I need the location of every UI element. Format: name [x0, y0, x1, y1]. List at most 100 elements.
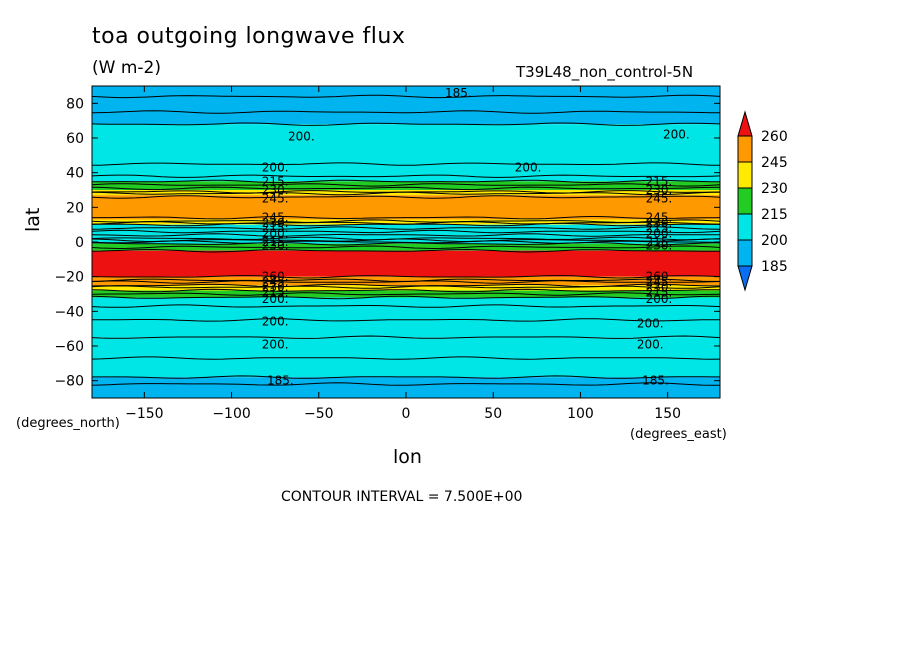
x-tick-label: −50 — [304, 406, 334, 422]
colorbar-label: 230 — [761, 181, 788, 197]
colorbar-swatch — [737, 135, 753, 163]
colorbar-swatch — [737, 213, 753, 241]
chart-title: toa outgoing longwave flux — [92, 24, 406, 49]
contour-label: 230. — [646, 280, 673, 294]
contour-label: 200. — [663, 128, 690, 142]
axis-ticks: −150 −100 −50 0 50 100 150 −80 −60 −40 −20 0 20 40 60 8… — [54, 86, 720, 422]
contour-label: 215. — [262, 235, 289, 249]
contour-label: 230. — [646, 183, 673, 197]
y-tick-label: −80 — [54, 374, 84, 390]
contour-label: 200. — [515, 160, 542, 174]
y-tick-label: −60 — [54, 339, 84, 355]
contour-label: 260. — [646, 270, 673, 284]
contour-lines — [91, 94, 721, 386]
x-tick-label: 0 — [402, 406, 411, 422]
colorbar-label: 200 — [761, 233, 788, 249]
contour-band — [92, 377, 720, 398]
contour-line — [91, 382, 721, 386]
x-tick-label: 150 — [654, 406, 681, 422]
contour-band — [92, 337, 720, 378]
contour-band — [92, 124, 720, 164]
contour-line — [91, 233, 720, 237]
x-tick-label: −150 — [125, 406, 163, 422]
contour-band — [92, 219, 720, 225]
contour-label: 185. — [445, 86, 472, 100]
contour-label: 230. — [646, 238, 673, 252]
contour-line — [91, 288, 720, 293]
contour-labels: 185.200. 200.200.200.215.230.245.215.230.… — [262, 86, 690, 388]
contour-band — [92, 195, 720, 220]
colorbar-label: 245 — [761, 155, 788, 171]
colorbar-swatch — [737, 187, 753, 215]
chart-units: (W m-2) — [92, 58, 161, 78]
contour-label: 230. — [262, 183, 289, 197]
y-tick-label: 40 — [66, 166, 84, 182]
contour-line — [91, 295, 720, 300]
contour-band — [92, 285, 720, 291]
y-tick-label: 60 — [66, 131, 84, 147]
contour-label: 215. — [646, 285, 673, 299]
contour-line — [91, 94, 721, 99]
y-tick-label: 20 — [66, 200, 84, 216]
contour-label: 200. — [262, 160, 289, 174]
contour-band — [92, 164, 720, 182]
contour-line — [91, 292, 721, 296]
contour-label: 215. — [262, 174, 289, 188]
x-tick-label: −100 — [212, 406, 250, 422]
contour-line — [91, 110, 720, 114]
x-tick-label: 100 — [567, 406, 594, 422]
colorbar-label: 260 — [761, 129, 788, 145]
contour-line — [91, 226, 721, 230]
contour-line — [91, 356, 721, 360]
contour-label: 200. — [646, 292, 673, 306]
colorbar-label: 185 — [761, 259, 788, 275]
contour-label: 245. — [646, 275, 673, 289]
contour-line — [91, 174, 721, 178]
colorbar-swatch — [737, 239, 753, 267]
contour-label: 245. — [262, 211, 289, 225]
colorbar: 260 245 230 215 200 185 — [737, 110, 788, 292]
contour-line — [91, 183, 721, 187]
contour-line — [91, 283, 720, 288]
contour-label: 215. — [262, 285, 289, 299]
dataset-label: T39L48_non_control-5N — [516, 63, 694, 81]
contour-line — [91, 241, 720, 246]
contour-line — [92, 179, 720, 184]
x-tick-label: 50 — [484, 406, 502, 422]
contour-line — [91, 229, 721, 234]
contour-label: 215. — [646, 221, 673, 235]
contour-label: 200. — [262, 315, 289, 329]
y-tick-label: −40 — [54, 304, 84, 320]
y-tick-label: 80 — [66, 96, 84, 112]
contour-interval-note: CONTOUR INTERVAL = 7.500E+00 — [281, 489, 523, 505]
contour-band — [92, 86, 720, 125]
contour-band — [92, 250, 720, 277]
contour-line — [91, 304, 721, 308]
contour-line — [91, 335, 721, 339]
colorbar-arrow-top — [737, 110, 753, 137]
contour-label: 215. — [646, 174, 673, 188]
contour-line — [91, 280, 721, 284]
contour-label: 215. — [646, 235, 673, 249]
contour-label: 200. — [637, 316, 664, 330]
contour-label: 230. — [646, 216, 673, 230]
contour-band — [92, 320, 720, 338]
contour-label: 245. — [262, 192, 289, 206]
y-units-label: (degrees_north) — [16, 416, 120, 431]
x-axis-label: lon — [393, 446, 422, 468]
contour-label: 200. — [262, 292, 289, 306]
contour-label: 230. — [262, 280, 289, 294]
contour-label: 245. — [646, 211, 673, 225]
contour-label: 200. — [262, 226, 289, 240]
contour-band — [92, 224, 720, 236]
contour-label: 230. — [262, 216, 289, 230]
contour-line — [91, 162, 721, 166]
contour-label: 200. — [288, 129, 315, 143]
contour-label: 230. — [262, 238, 289, 252]
x-units-label: (degrees_east) — [630, 427, 727, 442]
contour-line — [91, 191, 720, 196]
contour-band — [92, 181, 720, 190]
contour-line — [91, 285, 721, 289]
colorbar-arrow-bottom — [737, 265, 753, 292]
